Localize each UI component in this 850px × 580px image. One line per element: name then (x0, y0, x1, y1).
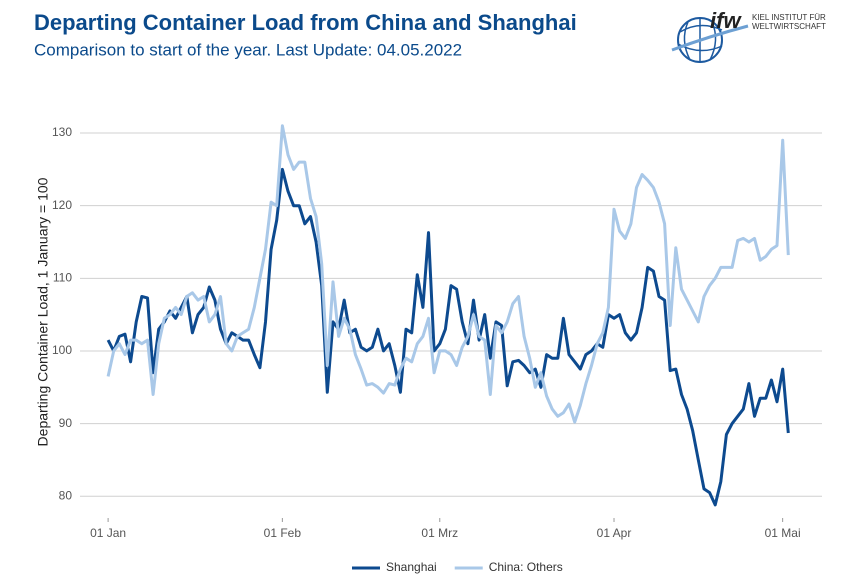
x-tick-label: 01 Feb (264, 526, 302, 540)
logo: ifw KIEL INSTITUT FÜR WELTWIRTSCHAFT (671, 8, 826, 63)
y-tick-label: 110 (53, 270, 72, 284)
logo-line2: WELTWIRTSCHAFT (752, 22, 826, 31)
logo-line1: KIEL INSTITUT FÜR (752, 13, 826, 22)
legend-label: China: Others (489, 560, 563, 574)
y-tick-label: 100 (52, 343, 72, 357)
chart-subtitle: Comparison to start of the year. Last Up… (34, 40, 462, 59)
chart-title: Departing Container Load from China and … (34, 10, 577, 35)
y-tick-label: 120 (52, 198, 72, 212)
series-line (106, 124, 790, 424)
x-tick-label: 01 Apr (597, 526, 632, 540)
series-line (106, 167, 790, 507)
legend-label: Shanghai (386, 560, 437, 574)
logo-mark: ifw (710, 8, 742, 33)
x-tick-label: 01 Mrz (421, 526, 458, 540)
x-tick-label: 01 Jan (90, 526, 126, 540)
y-tick-label: 90 (59, 416, 73, 430)
logo-swoosh (671, 24, 749, 52)
x-tick-label: 01 Mai (765, 526, 801, 540)
y-tick-label: 130 (52, 125, 72, 139)
y-axis-label: Departing Container Load, 1 January = 10… (35, 177, 51, 446)
y-tick-label: 80 (59, 488, 73, 502)
